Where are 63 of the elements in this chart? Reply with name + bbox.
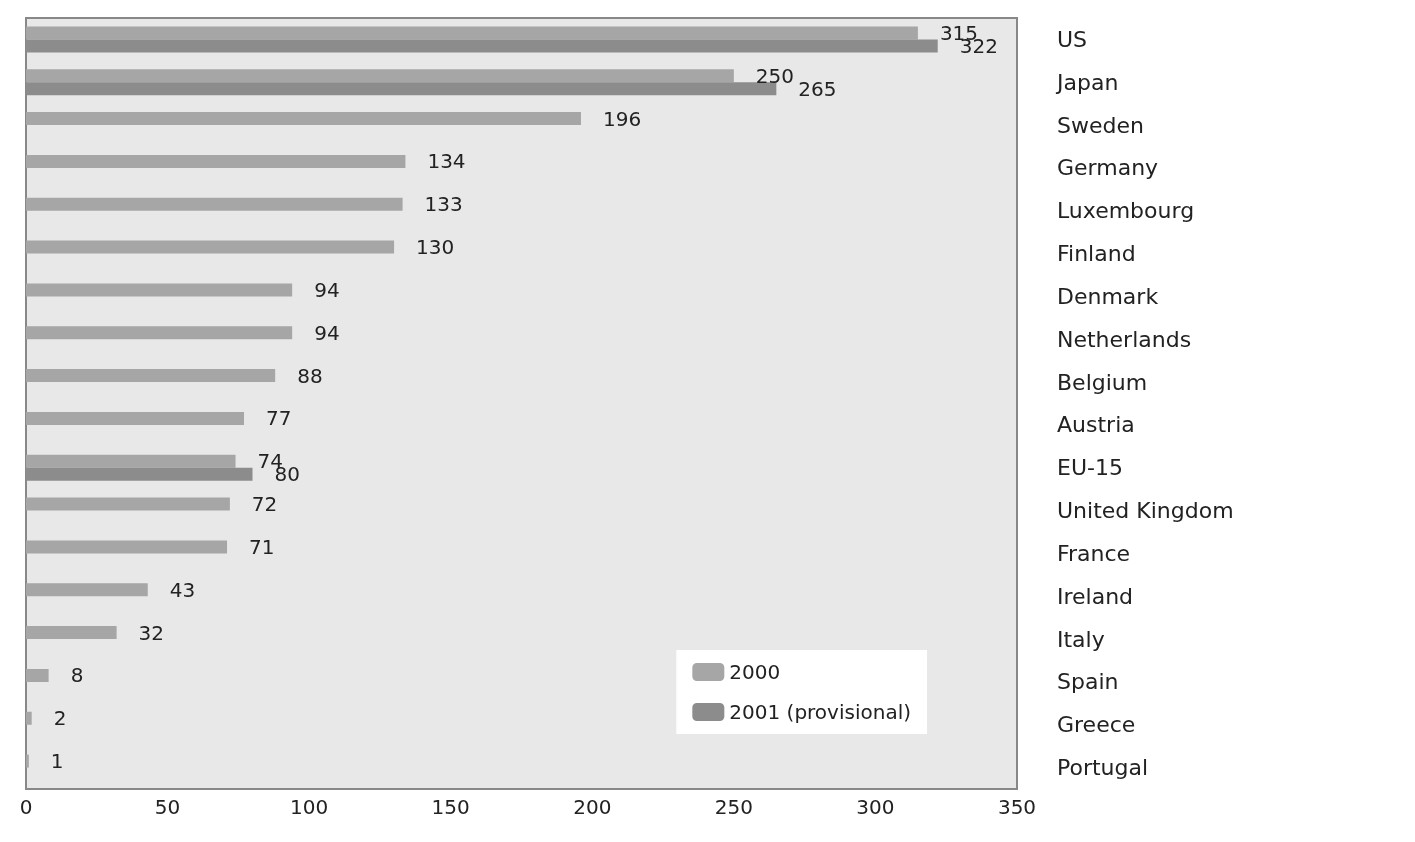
bar bbox=[26, 583, 148, 597]
y-tick-label: United Kingdom bbox=[1057, 498, 1234, 524]
y-tick-label: Belgium bbox=[1057, 369, 1148, 395]
x-tick-label: 0 bbox=[19, 795, 33, 819]
x-tick-label: 50 bbox=[154, 795, 181, 819]
y-tick-label: EU-15 bbox=[1057, 455, 1123, 481]
y-tick-label: Luxembourg bbox=[1057, 198, 1195, 224]
y-tick-label: Denmark bbox=[1057, 283, 1159, 309]
data-label: 2 bbox=[53, 706, 67, 731]
legend-label: 2001 (provisional) bbox=[729, 700, 911, 724]
data-label: 8 bbox=[70, 663, 84, 688]
bar bbox=[26, 711, 32, 725]
y-tick-label: France bbox=[1057, 540, 1131, 566]
legend-label: 2000 bbox=[729, 660, 781, 684]
bar bbox=[26, 69, 734, 83]
data-label: 32 bbox=[138, 620, 165, 645]
y-tick-label: Portugal bbox=[1057, 755, 1149, 781]
bar bbox=[26, 754, 29, 768]
data-label: 250 bbox=[755, 63, 795, 88]
bar bbox=[26, 626, 117, 640]
y-tick-label: Sweden bbox=[1057, 112, 1144, 138]
bar bbox=[26, 540, 228, 554]
bar bbox=[26, 112, 581, 126]
y-tick-label: Ireland bbox=[1057, 583, 1134, 609]
x-tick-label: 200 bbox=[573, 795, 612, 819]
data-label: 94 bbox=[314, 277, 340, 302]
data-label: 94 bbox=[314, 320, 340, 345]
bar bbox=[26, 283, 293, 297]
y-tick-label: Netherlands bbox=[1057, 326, 1192, 352]
x-tick-label: 250 bbox=[714, 795, 753, 819]
y-tick-label: Spain bbox=[1057, 669, 1119, 695]
x-tick-label: 100 bbox=[290, 795, 329, 819]
y-tick-label: US bbox=[1057, 26, 1088, 52]
data-label: 71 bbox=[249, 534, 275, 559]
data-label: 133 bbox=[424, 192, 463, 217]
bar bbox=[26, 668, 49, 682]
bar bbox=[26, 369, 276, 383]
y-tick-label: Finland bbox=[1057, 241, 1136, 267]
x-tick-label: 350 bbox=[997, 795, 1037, 819]
data-label: 134 bbox=[427, 149, 466, 174]
data-label: 265 bbox=[798, 76, 837, 101]
x-tick-label: 300 bbox=[856, 795, 895, 819]
data-label: 88 bbox=[297, 363, 323, 388]
data-label: 72 bbox=[251, 492, 278, 517]
y-tick-label: Germany bbox=[1057, 155, 1159, 181]
bar bbox=[26, 454, 236, 468]
bar bbox=[26, 197, 403, 211]
bar bbox=[26, 497, 230, 511]
bar bbox=[26, 326, 293, 340]
y-tick-label: Greece bbox=[1057, 712, 1136, 738]
data-label: 77 bbox=[266, 406, 292, 431]
bar bbox=[26, 411, 245, 425]
x-tick-label: 150 bbox=[431, 795, 470, 819]
data-label: 43 bbox=[169, 577, 196, 602]
data-label: 196 bbox=[602, 106, 642, 131]
y-tick-label: Japan bbox=[1055, 69, 1119, 95]
bar bbox=[26, 240, 395, 254]
bar bbox=[26, 26, 918, 40]
data-label: 1 bbox=[50, 749, 64, 774]
y-tick-label: Austria bbox=[1057, 412, 1135, 438]
bar bbox=[26, 154, 406, 168]
data-label: 130 bbox=[416, 235, 455, 260]
y-tick-label: Italy bbox=[1057, 626, 1105, 652]
